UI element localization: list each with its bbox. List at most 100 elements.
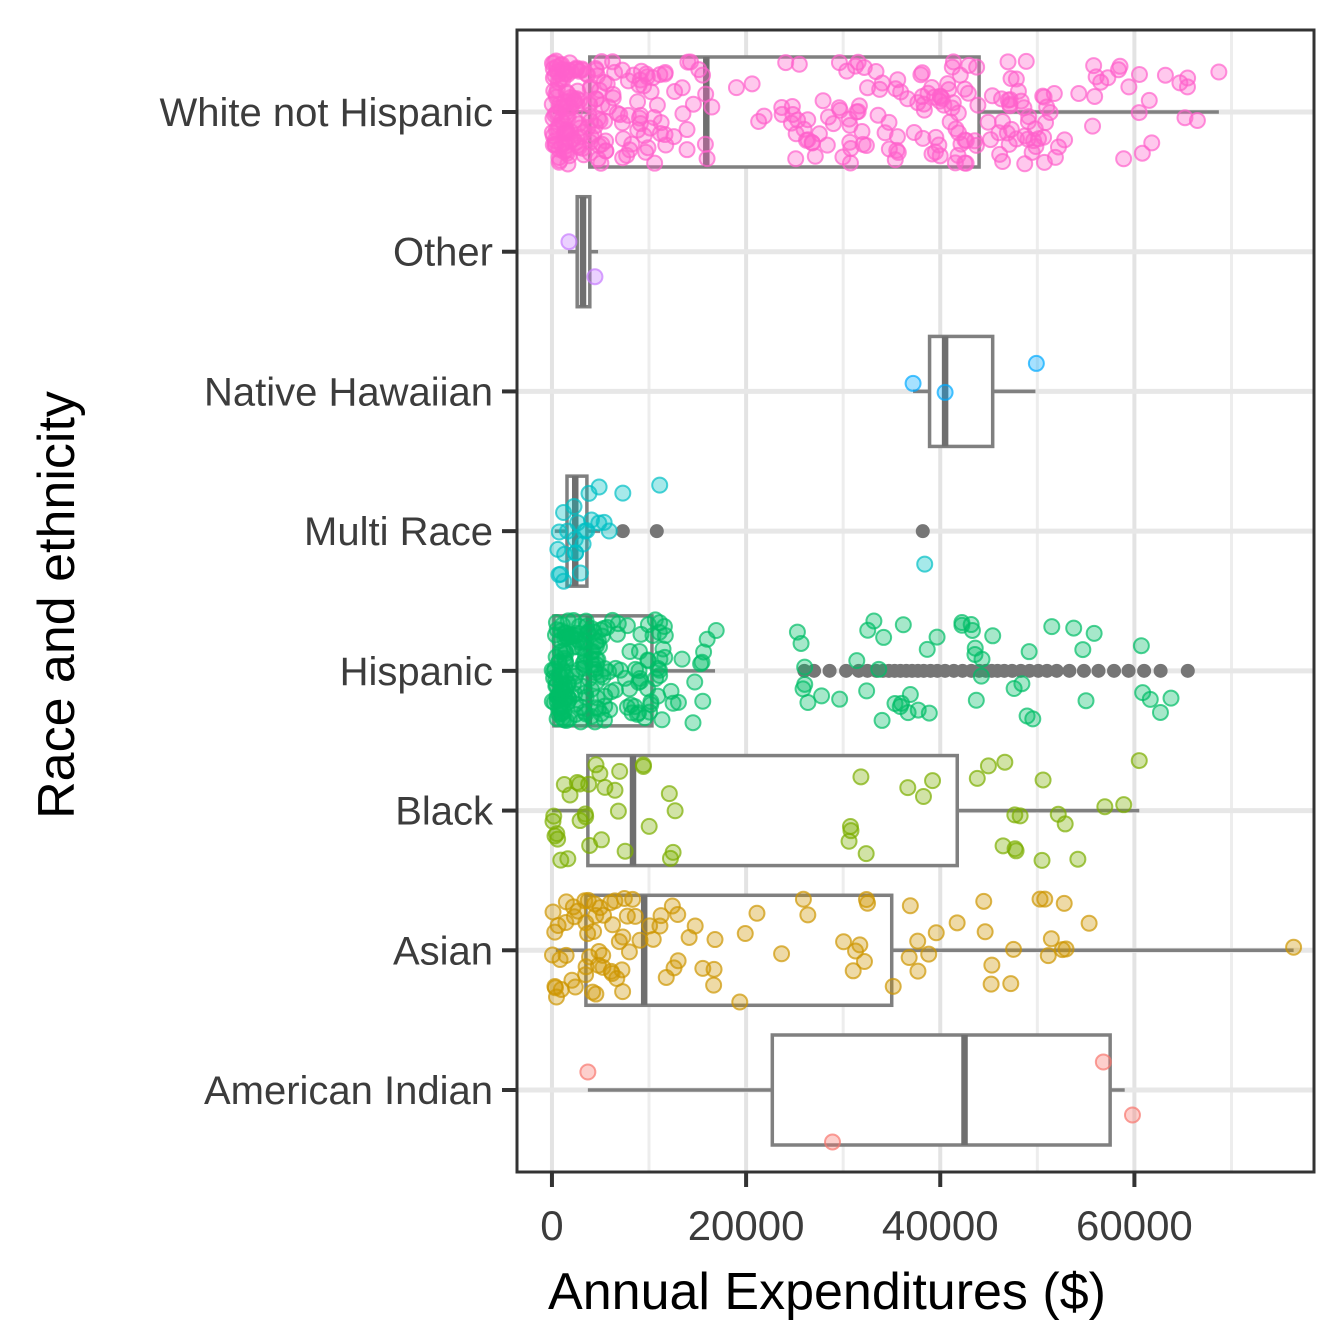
jitter-point [1123, 1106, 1141, 1124]
jitter-point [731, 993, 749, 1011]
jitter-point [1074, 641, 1092, 659]
jitter-point [600, 663, 618, 681]
jitter-point [799, 694, 817, 712]
jitter-point [684, 714, 702, 732]
jitter-point [1141, 690, 1159, 708]
jitter-point [859, 79, 877, 97]
box-black [586, 753, 959, 868]
jitter-point [705, 976, 723, 994]
jitter-point [631, 931, 649, 949]
jitter-point [601, 701, 619, 719]
jitter-point [799, 131, 817, 149]
jitter-point [581, 948, 599, 966]
jitter-point [614, 130, 632, 148]
jitter-point [783, 98, 801, 116]
jitter-point [613, 961, 631, 979]
jitter-point [568, 90, 586, 108]
jitter-point [632, 625, 650, 643]
jitter-point [1115, 796, 1133, 814]
jitter-point [625, 66, 643, 84]
y-tick-label: White not Hispanic [160, 91, 493, 135]
jitter-point [1080, 914, 1098, 932]
jitter-point [583, 619, 601, 637]
jitter-point [1069, 850, 1087, 868]
jitter-point [928, 628, 946, 646]
jitter-point [614, 983, 632, 1001]
jitter-point [576, 645, 594, 663]
jitter-point [604, 53, 622, 71]
jitter-point [870, 660, 888, 678]
jitter-point [1084, 117, 1102, 135]
jitter-point [1005, 940, 1023, 958]
box-native-hawaiian [927, 334, 995, 449]
jitter-point [1033, 851, 1051, 869]
jitter-point [818, 136, 836, 154]
jitter-point [1130, 65, 1148, 83]
jitter-point [834, 148, 852, 166]
jitter-point [582, 78, 600, 96]
jitter-point [590, 942, 608, 960]
jitter-point [678, 121, 696, 139]
jitter-point [663, 897, 681, 915]
jitter-point [577, 808, 595, 826]
jitter-point [632, 62, 650, 80]
jitter-point [968, 769, 986, 787]
jitter-point [948, 914, 966, 932]
jitter-point [646, 154, 664, 172]
jitter-point [1006, 806, 1024, 824]
y-axis-title: Race and ethnicity [28, 391, 86, 819]
jitter-point [674, 105, 692, 123]
jitter-point [653, 711, 671, 729]
jitter-point [959, 84, 977, 102]
jitter-point [913, 64, 931, 82]
jitter-point [604, 89, 622, 107]
jitter-point [847, 57, 865, 75]
jitter-point [841, 817, 859, 835]
jitter-point [796, 675, 814, 693]
jitter-point [844, 962, 862, 980]
jitter-point [927, 128, 945, 146]
jitter-point [654, 640, 672, 658]
jitter-point [570, 115, 588, 133]
jitter-point [814, 92, 832, 110]
y-tick-label: Native Hawaiian [204, 370, 493, 414]
jitter-point [909, 94, 927, 112]
x-tick-label: 40000 [882, 1202, 999, 1249]
jitter-point [931, 147, 949, 165]
outlier-dot [1153, 663, 1168, 678]
jitter-point [1151, 703, 1169, 721]
jitter-point [579, 1063, 597, 1081]
jitter-point [984, 627, 1002, 645]
x-tick-label: 0 [540, 1202, 563, 1249]
jitter-point [1156, 66, 1174, 84]
jitter-point [620, 943, 638, 961]
jitter-point [892, 83, 910, 101]
jitter-point [665, 128, 683, 146]
jitter-point [936, 383, 954, 401]
jitter-point [546, 626, 564, 644]
jitter-point [920, 704, 938, 722]
jitter-point [641, 917, 659, 935]
jitter-point [982, 975, 1000, 993]
jitter-point [991, 145, 1009, 163]
jitter-point [1188, 112, 1206, 130]
jitter-point [571, 564, 589, 582]
jitter-point [1179, 69, 1197, 87]
jitter-point [743, 75, 761, 93]
jitter-point [1133, 144, 1151, 162]
jitter-point [665, 959, 683, 977]
jitter-point [981, 131, 999, 149]
jitter-point [629, 93, 647, 111]
jitter-point [547, 52, 565, 70]
jitter-point [1285, 938, 1303, 956]
jitter-point [884, 977, 902, 995]
jitter-point [857, 845, 875, 863]
jitter-point [835, 933, 853, 951]
jitter-point [792, 634, 810, 652]
jitter-point [666, 802, 684, 820]
jitter-point [692, 655, 710, 673]
jitter-point [1087, 68, 1105, 86]
jitter-point [979, 757, 997, 775]
jitter-point [1030, 130, 1048, 148]
